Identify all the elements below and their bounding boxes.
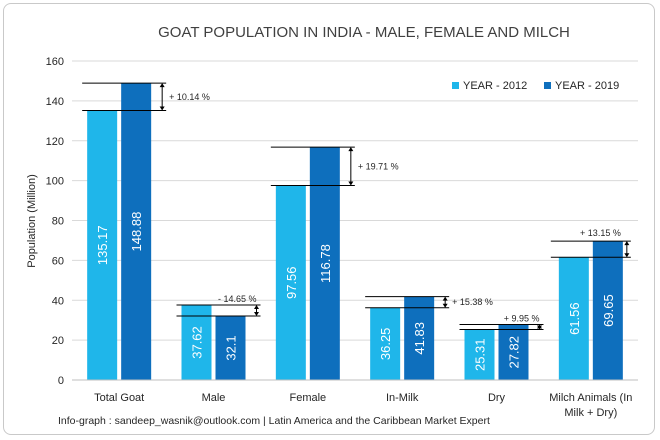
value-label-2019: 148.88 bbox=[129, 212, 144, 252]
x-tick-label: Total Goat bbox=[94, 392, 144, 404]
arrow-head bbox=[624, 241, 630, 246]
legend-label-2019: YEAR - 2019 bbox=[555, 80, 619, 92]
legend: YEAR - 2012 YEAR - 2019 bbox=[452, 80, 619, 92]
y-tick-label: 20 bbox=[52, 335, 64, 347]
bar-2019 bbox=[215, 316, 246, 380]
y-tick-label: 40 bbox=[52, 295, 64, 307]
bar-2019 bbox=[404, 296, 435, 380]
x-tick-label: Male bbox=[202, 392, 226, 404]
y-tick-label: 120 bbox=[46, 136, 64, 148]
bar-2012 bbox=[558, 257, 589, 380]
change-annotation: + 15.38 % bbox=[452, 297, 493, 307]
value-label-2012: 37.62 bbox=[190, 326, 205, 359]
bar-2019 bbox=[498, 324, 529, 380]
change-annotation: - 14.65 % bbox=[218, 294, 257, 304]
value-label-2019: 27.82 bbox=[507, 336, 522, 369]
arrow-head bbox=[159, 83, 165, 88]
arrow-head bbox=[348, 181, 354, 186]
value-label-2012: 61.56 bbox=[567, 302, 582, 335]
bars bbox=[87, 83, 623, 380]
value-label-2019: 41.83 bbox=[412, 322, 427, 355]
bar-2012 bbox=[87, 110, 118, 380]
y-tick-label: 60 bbox=[52, 255, 64, 267]
value-label-2012: 25.31 bbox=[473, 338, 488, 371]
gridlines bbox=[72, 60, 638, 341]
change-annotation: + 10.14 % bbox=[169, 92, 210, 102]
value-labels: 135.17 148.88 37.62 32.1 97.56 116.78 36.25 41.… bbox=[95, 212, 616, 371]
arrow-head bbox=[348, 147, 354, 152]
value-label-2012: 135.17 bbox=[95, 225, 110, 265]
bar-2012 bbox=[275, 185, 306, 380]
value-label-2019: 32.1 bbox=[224, 335, 239, 360]
y-tick-label: 140 bbox=[46, 96, 64, 108]
bar-2012 bbox=[464, 329, 495, 380]
x-tick-labels: Total Goat Male Female In-Milk Dry Milch Anim… bbox=[94, 392, 632, 419]
y-tick-label: 0 bbox=[58, 375, 64, 387]
change-annotation: + 13.15 % bbox=[580, 228, 621, 238]
x-tick-label: Female bbox=[289, 392, 326, 404]
value-label-2012: 36.25 bbox=[378, 328, 393, 361]
legend-swatch-2012 bbox=[452, 82, 459, 89]
x-tick-label: In-Milk bbox=[386, 392, 419, 404]
arrow-head bbox=[254, 304, 259, 309]
x-tick-label: Milch Animals (In bbox=[549, 392, 632, 404]
arrow-head bbox=[254, 312, 259, 317]
value-label-2019: 116.78 bbox=[318, 244, 333, 283]
value-label-2012: 97.56 bbox=[284, 266, 299, 299]
footer-credit: Info-graph : sandeep_wasnik@outlook.com … bbox=[58, 415, 490, 427]
legend-swatch-2019 bbox=[544, 82, 551, 89]
bar-2019 bbox=[592, 241, 623, 380]
change-annotation: + 9.95 % bbox=[504, 314, 540, 324]
y-tick-label: 160 bbox=[46, 56, 64, 68]
chart-title: GOAT POPULATION IN INDIA - MALE, FEMALE … bbox=[158, 24, 570, 41]
x-tick-label: Milk + Dry) bbox=[564, 407, 617, 419]
arrow-head bbox=[442, 296, 448, 301]
arrow-head bbox=[159, 106, 165, 111]
bar-2012 bbox=[370, 307, 401, 380]
y-tick-label: 100 bbox=[46, 176, 64, 188]
legend-label-2012: YEAR - 2012 bbox=[463, 80, 527, 92]
bar-2019 bbox=[121, 83, 152, 380]
arrow-head bbox=[624, 253, 630, 258]
value-label-2019: 69.65 bbox=[601, 294, 616, 327]
arrow-head bbox=[537, 325, 542, 330]
y-tick-labels: 0 20 40 60 80 100 120 140 160 bbox=[46, 56, 64, 387]
y-tick-label: 80 bbox=[52, 216, 64, 228]
change-annotations: + 10.14 % - 14.65 % + 19.71 % + 15.38 % + 9.… bbox=[82, 82, 631, 331]
y-axis-label: Population (Million) bbox=[26, 174, 38, 268]
x-tick-label: Dry bbox=[488, 392, 506, 404]
bar-2012 bbox=[181, 304, 212, 380]
arrow-head bbox=[442, 303, 448, 308]
change-annotation: + 19.71 % bbox=[358, 161, 399, 171]
